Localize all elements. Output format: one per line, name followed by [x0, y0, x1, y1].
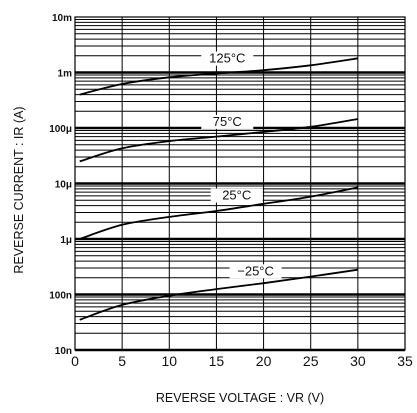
y-tick-labels: 10m 1m 100μ 10μ 1μ 100n 10n	[49, 13, 72, 357]
y-tick-label: 10n	[55, 346, 72, 357]
series-label-background	[229, 264, 282, 279]
x-tick-labels: 0 5 10 15 20 25 30 35	[71, 353, 413, 369]
x-tick-label: 20	[256, 353, 272, 369]
series-label: 125°C	[209, 51, 245, 66]
y-tick-label: 10μ	[55, 180, 72, 191]
y-tick-label: 100n	[49, 291, 72, 302]
series-label: −25°C	[237, 263, 274, 278]
series-label-background	[210, 188, 263, 203]
plot-frame	[74, 16, 406, 351]
x-tick-label: 5	[118, 353, 126, 369]
x-tick-label: 0	[71, 353, 79, 369]
y-tick-label: 1μ	[60, 235, 72, 246]
series-line	[79, 268, 359, 321]
series-line	[79, 118, 359, 163]
grid	[74, 17, 406, 352]
series-label: 25°C	[222, 188, 251, 203]
series-label-background	[201, 114, 254, 129]
x-axis-label: REVERSE VOLTAGE : VR (V)	[156, 391, 324, 405]
y-tick-label: 1m	[58, 69, 73, 80]
y-tick-label: 10m	[52, 13, 72, 24]
series-label-background	[201, 51, 254, 66]
x-tick-label: 15	[209, 353, 225, 369]
x-tick-label: 30	[350, 353, 366, 369]
series-line	[79, 57, 359, 96]
series-curves	[79, 57, 359, 321]
x-tick-label: 25	[303, 353, 319, 369]
curve-labels: 125°C 75°C 25°C −25°C	[201, 51, 282, 279]
y-axis-label: REVERSE CURRENT : IR (A)	[12, 106, 26, 273]
series-label: 75°C	[213, 114, 242, 129]
x-tick-label: 10	[161, 353, 177, 369]
series-line	[79, 186, 359, 240]
y-tick-label: 100μ	[49, 124, 72, 135]
x-tick-label: 35	[397, 353, 413, 369]
